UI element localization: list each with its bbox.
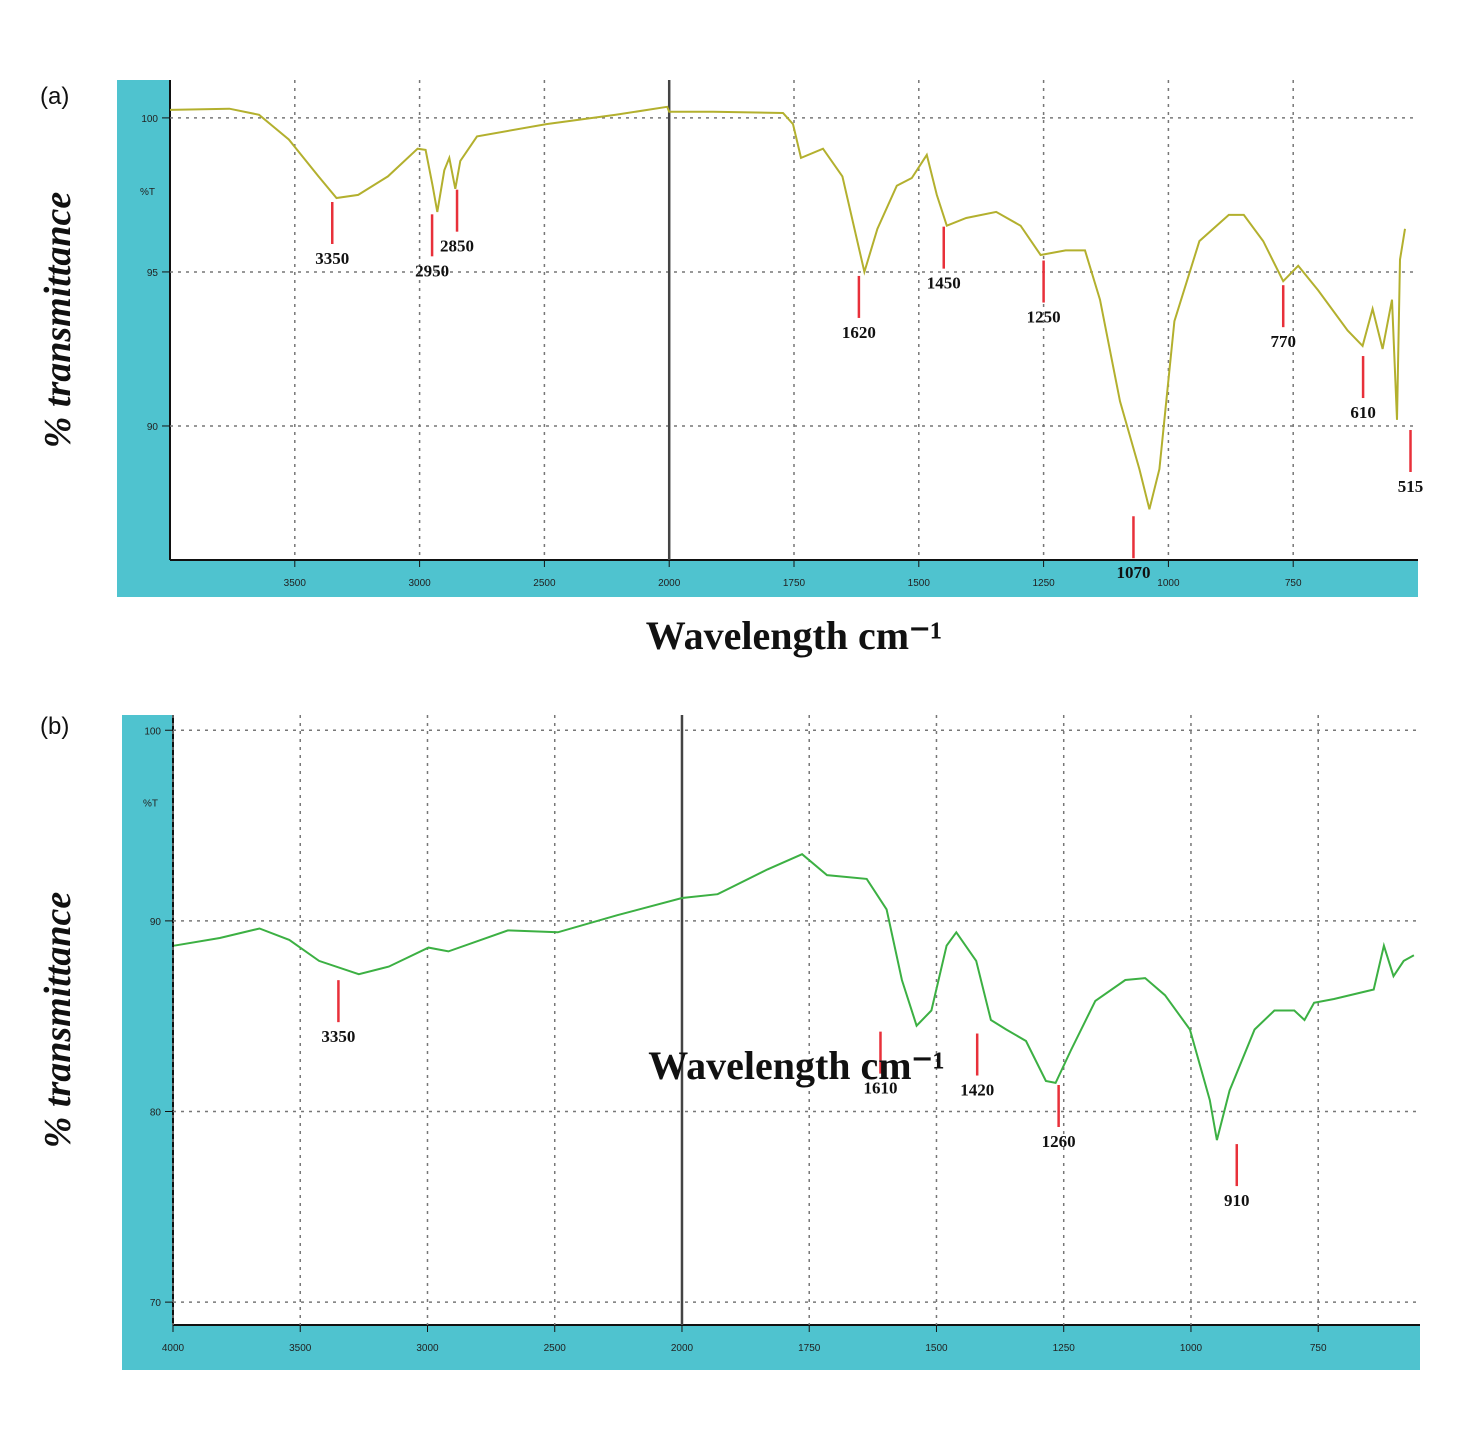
x-tick-label: 750 <box>1285 578 1302 589</box>
x-tick-label: 3500 <box>284 578 307 589</box>
x-tick-label: 3500 <box>289 1343 312 1354</box>
y-tick-label: 95 <box>147 268 159 279</box>
x-tick-label: 3000 <box>416 1343 439 1354</box>
peak-label: 1450 <box>927 274 961 293</box>
peak-label: 1260 <box>1042 1132 1076 1151</box>
x-tick-label: 2000 <box>671 1343 694 1354</box>
peak-label: 3350 <box>315 249 349 268</box>
y-axis-title: % transmittance <box>37 192 79 449</box>
x-tick-label: 1250 <box>1053 1343 1076 1354</box>
axis-frame <box>122 715 173 1370</box>
x-tick-label: 1000 <box>1180 1343 1203 1354</box>
x-tick-label: 2500 <box>533 578 556 589</box>
x-tick-label: 1250 <box>1032 578 1055 589</box>
panel-label: (a) <box>40 83 69 110</box>
x-tick-label: 750 <box>1310 1343 1327 1354</box>
axis-frame <box>122 1325 1420 1370</box>
y-tick-label: 90 <box>147 422 159 433</box>
peak-label: 610 <box>1350 403 1376 422</box>
y-tick-label: 70 <box>150 1298 162 1309</box>
x-tick-label: 2000 <box>658 578 681 589</box>
peak-label: 770 <box>1270 332 1296 351</box>
x-tick-label: 1750 <box>783 578 806 589</box>
peak-label: 910 <box>1224 1191 1250 1210</box>
panel-label: (b) <box>40 713 69 740</box>
peak-label: 1250 <box>1027 308 1061 327</box>
y-axis-title: % transmittance <box>37 892 79 1149</box>
peak-label: 515 <box>1398 477 1424 496</box>
y-tick-label: 100 <box>141 114 158 125</box>
x-tick-label: 1000 <box>1157 578 1180 589</box>
peak-label: 1620 <box>842 323 876 342</box>
axis-frame <box>117 80 170 597</box>
y-tick-label: 80 <box>150 1108 162 1119</box>
x-tick-label: 1500 <box>925 1343 948 1354</box>
y-tick-label: 90 <box>150 917 162 928</box>
peak-label: 2850 <box>440 237 474 256</box>
x-tick-label: 1500 <box>908 578 931 589</box>
x-tick-label: 2500 <box>544 1343 567 1354</box>
x-axis-title: Wavelength cm⁻¹ <box>648 1043 944 1088</box>
x-tick-label: 3000 <box>408 578 431 589</box>
x-tick-label: 4000 <box>162 1343 185 1354</box>
y-unit-label: %T <box>143 799 158 810</box>
x-tick-label: 1750 <box>798 1343 821 1354</box>
spectrum-line <box>173 853 1415 1141</box>
peak-label: 2950 <box>415 261 449 280</box>
peak-label: 1610 <box>863 1079 897 1098</box>
peak-label: 1420 <box>960 1081 994 1100</box>
spectrum-line <box>169 105 1406 510</box>
y-unit-label: %T <box>140 187 155 198</box>
x-axis-title: Wavelength cm⁻¹ <box>646 613 942 658</box>
y-tick-label: 100 <box>144 726 161 737</box>
axis-frame <box>117 560 1418 597</box>
peak-label: 1070 <box>1116 563 1150 582</box>
peak-label: 3350 <box>321 1027 355 1046</box>
